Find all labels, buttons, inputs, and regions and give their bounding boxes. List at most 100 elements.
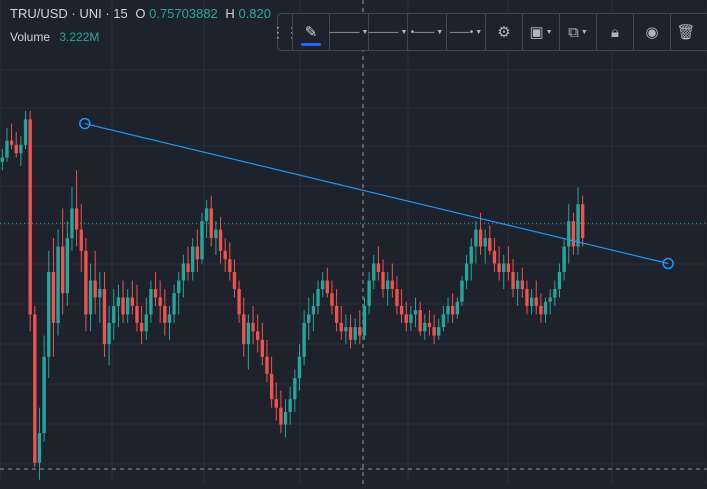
candle-body [139, 322, 144, 332]
candle-body [571, 221, 576, 247]
candle-body [478, 229, 483, 247]
candle-body [511, 272, 515, 289]
candle-body [33, 314, 37, 463]
candle-body [381, 272, 385, 289]
toolbar-divider [522, 13, 523, 51]
candle-body [330, 293, 334, 306]
high-label: H [225, 6, 235, 21]
candle-body [302, 322, 306, 357]
candle-body [65, 238, 69, 294]
candle-body [446, 305, 450, 315]
caret-down-icon: ▼ [400, 28, 408, 36]
line-style-button[interactable]: •—— ▼ [410, 26, 444, 38]
candle-body [186, 263, 190, 272]
candle-body [344, 327, 348, 332]
toolbar-divider [633, 13, 634, 51]
candle-body [274, 399, 278, 408]
toolbar-divider [368, 13, 369, 51]
toolbar-divider [670, 13, 671, 51]
toolbar-divider [292, 13, 293, 51]
eye-icon[interactable]: ◉ [645, 24, 659, 41]
candle-body [399, 305, 404, 315]
candle-body [98, 288, 102, 298]
line-ends-button[interactable]: ——• ▼ [449, 26, 483, 38]
gear-icon[interactable]: ⚙ [497, 24, 511, 41]
candle-body [539, 305, 543, 315]
candle-body [70, 208, 74, 239]
candle-body [316, 288, 320, 306]
candle-body [172, 293, 176, 315]
candle-body [581, 204, 585, 239]
candle-body [437, 327, 441, 336]
trend-line-handle-start[interactable] [79, 117, 91, 130]
candle-body [56, 246, 60, 323]
candle-body [358, 327, 362, 336]
candle-body [5, 140, 9, 158]
drag-handle-icon[interactable]: ⋮⋮ [271, 23, 299, 40]
candle-body [279, 407, 283, 425]
candle-body [576, 204, 580, 247]
candle-body [195, 246, 199, 260]
candle-body [158, 297, 162, 306]
candle-body [130, 297, 134, 306]
open-value: 0.75703882 [149, 6, 218, 21]
open-label: O [135, 6, 146, 21]
candle-body [534, 297, 538, 306]
candle-body [116, 297, 121, 306]
candle-body [567, 221, 571, 247]
line-color-button[interactable]: ——— ▼ [329, 26, 369, 38]
candle-body [348, 327, 353, 340]
candle-body [409, 314, 413, 323]
candle-body [497, 263, 501, 272]
clone-icon[interactable]: ⧉ ▼ [568, 23, 588, 41]
candle-body [441, 314, 446, 328]
candle-body [288, 399, 292, 412]
candle-body [42, 356, 46, 434]
volume-label: Volume [10, 30, 51, 44]
toolbar-divider [596, 13, 597, 51]
candle-body [325, 280, 329, 294]
candle-body [529, 297, 534, 306]
candle-body [386, 280, 390, 289]
candle-body [61, 246, 65, 294]
candle-body [339, 322, 343, 332]
candle-body [47, 272, 51, 357]
trash-icon[interactable]: 🗑︎ [676, 24, 696, 41]
candle-body [548, 297, 552, 302]
layers-icon[interactable]: ▣ ▼ [529, 24, 553, 41]
candle-body [112, 305, 116, 323]
candle-body [84, 250, 88, 315]
candle-body [144, 314, 148, 332]
candle-body [237, 288, 241, 315]
drawing-toolbar: ⋮⋮ ✎ ——— ▼ ——— ▼ •—— ▼ ——• ▼ ⚙ ▣ ▼ ⧉ ▼ 🔒︎ ◉ 🗑︎ [271, 13, 707, 51]
candle-body [562, 246, 566, 272]
toolbar-divider [329, 13, 330, 51]
lock-icon[interactable]: 🔒︎ [611, 23, 619, 41]
candle-body [516, 280, 520, 289]
candle-body [153, 288, 158, 298]
candle-body [413, 310, 418, 315]
line-width-button[interactable]: ——— ▼ [368, 26, 408, 38]
pencil-icon[interactable]: ✎ [293, 14, 329, 50]
candle-body [525, 288, 529, 306]
candle-body [283, 411, 288, 425]
candle-body [321, 280, 325, 289]
candle-body [427, 322, 432, 328]
candle-body [107, 322, 111, 345]
candle-body [367, 280, 371, 306]
volume-legend: Volume 3.222M [10, 30, 99, 44]
candle-body [126, 297, 130, 315]
symbol-label: TRU/USD · UNI · 15 [10, 6, 128, 21]
candle-body [181, 263, 186, 281]
trend-line-handle-end[interactable] [662, 257, 674, 270]
candle-body [353, 327, 357, 340]
candle-body [269, 373, 274, 400]
candle-body [214, 229, 218, 239]
candle-body [362, 305, 367, 336]
candle-body [390, 280, 394, 289]
candle-body [149, 288, 153, 315]
toolbar-divider [485, 13, 486, 51]
caret-down-icon: ▼ [580, 28, 588, 36]
